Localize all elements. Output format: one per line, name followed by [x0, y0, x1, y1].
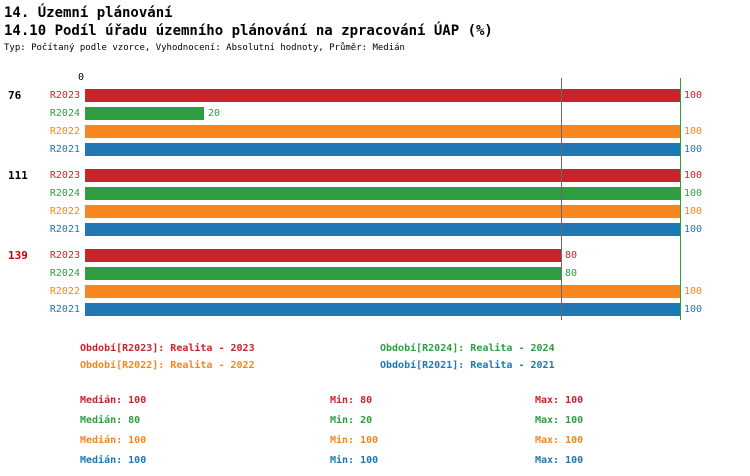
- bar-row: 139 R2023 80: [4, 246, 746, 264]
- series-label: R2022: [49, 285, 80, 297]
- bar-value-label: 100: [684, 143, 703, 155]
- bar-value-label: 20: [208, 107, 221, 119]
- series-label: R2021: [49, 303, 80, 315]
- stat-median: Medián: 80: [80, 414, 141, 426]
- stat-max: Max: 100: [535, 454, 584, 466]
- stat-median: Medián: 100: [80, 394, 147, 406]
- stat-min: Min: 100: [330, 454, 379, 466]
- bar-row: R2024 20: [4, 104, 746, 122]
- stat-max: Max: 100: [535, 434, 584, 446]
- bar-row: R2022 100: [4, 202, 746, 220]
- group-label: 139: [8, 248, 28, 262]
- stat-median: Medián: 100: [80, 434, 147, 446]
- bar: [85, 142, 680, 156]
- stat-max: Max: 100: [535, 394, 584, 406]
- series-label: R2022: [49, 205, 80, 217]
- series-label: R2023: [49, 169, 80, 181]
- bar-value-label: 100: [684, 89, 703, 101]
- bar-value-label: 80: [565, 267, 578, 279]
- legend-row: Období[R2022]: Realita - 2022 Období[R20…: [80, 357, 746, 374]
- bar-track: 100: [85, 124, 702, 138]
- bar-track: 80: [85, 266, 680, 280]
- bar-row: R2022 100: [4, 282, 746, 300]
- bar: [85, 284, 680, 298]
- bar-row: 76 R2023 100: [4, 86, 746, 104]
- chart-subtitle: 14.10 Podíl úřadu územního plánování na …: [4, 23, 493, 39]
- legend-item-r2021: Období[R2021]: Realita - 2021: [380, 360, 555, 371]
- bar-track: 100: [85, 88, 702, 102]
- stats-row-r2021: Medián: 100 Min: 100 Max: 100: [80, 450, 746, 470]
- stat-max: Max: 100: [535, 414, 584, 426]
- bar-track: 100: [85, 222, 702, 236]
- stats-row-r2022: Medián: 100 Min: 100 Max: 100: [80, 430, 746, 450]
- bar-track: 20: [85, 106, 680, 120]
- bar-value-label: 100: [684, 125, 703, 137]
- gridline: [680, 78, 681, 320]
- legend-item-r2024: Období[R2024]: Realita - 2024: [380, 343, 555, 354]
- gridline: [561, 78, 562, 320]
- bar-value-label: 100: [684, 223, 703, 235]
- stat-min: Min: 80: [330, 394, 373, 406]
- bar-value-label: 100: [684, 303, 703, 315]
- bar-row: R2024 80: [4, 264, 746, 282]
- bar-chart: 0 76 R2023 100 R2024 20 R2022 100 R2021 100 111 R2…: [4, 71, 746, 320]
- bar-track: 100: [85, 168, 702, 182]
- stats-row-r2024: Medián: 80 Min: 20 Max: 100: [80, 410, 746, 430]
- bar-value-label: 100: [684, 285, 703, 297]
- bar-track: 100: [85, 284, 702, 298]
- axis-origin-label: 0: [78, 72, 85, 83]
- series-label: R2022: [49, 125, 80, 137]
- bar-value-label: 100: [684, 169, 703, 181]
- series-label: R2023: [49, 249, 80, 261]
- bar-row: R2021 100: [4, 300, 746, 318]
- bar-row: R2024 100: [4, 184, 746, 202]
- bar-track: 80: [85, 248, 680, 262]
- bar-row: R2021 100: [4, 140, 746, 158]
- stats-table: Medián: 100 Min: 80 Max: 100 Medián: 80 …: [4, 390, 746, 470]
- legend-item-r2023: Období[R2023]: Realita - 2023: [80, 343, 255, 354]
- stat-min: Min: 20: [330, 414, 373, 426]
- group-label: 111: [8, 168, 28, 182]
- series-label: R2021: [49, 143, 80, 155]
- bar: [85, 266, 561, 280]
- group-label: 76: [8, 88, 22, 102]
- series-label: R2024: [49, 187, 80, 199]
- bar: [85, 248, 561, 262]
- bar-track: 100: [85, 186, 702, 200]
- bar: [85, 302, 680, 316]
- stats-row-r2023: Medián: 100 Min: 80 Max: 100: [80, 390, 746, 410]
- bar: [85, 106, 204, 120]
- stat-min: Min: 100: [330, 434, 379, 446]
- bar-track: 100: [85, 142, 702, 156]
- bar-value-label: 100: [684, 205, 703, 217]
- bar: [85, 186, 680, 200]
- bar: [85, 88, 680, 102]
- legend-row: Období[R2023]: Realita - 2023 Období[R20…: [80, 340, 746, 357]
- bar-row: R2022 100: [4, 122, 746, 140]
- page-title: 14. Územní plánování: [4, 5, 173, 21]
- series-label: R2024: [49, 267, 80, 279]
- stat-median: Medián: 100: [80, 454, 147, 466]
- bar-value-label: 100: [684, 187, 703, 199]
- chart-meta: Typ: Počítaný podle vzorce, Vyhodnocení:…: [4, 43, 405, 53]
- bar: [85, 204, 680, 218]
- legend: Období[R2023]: Realita - 2023 Období[R20…: [4, 340, 746, 374]
- series-label: R2024: [49, 107, 80, 119]
- bar-row: R2021 100: [4, 220, 746, 238]
- bar: [85, 222, 680, 236]
- legend-item-r2022: Období[R2022]: Realita - 2022: [80, 360, 255, 371]
- bar-row: 111 R2023 100: [4, 166, 746, 184]
- series-label: R2023: [49, 89, 80, 101]
- series-label: R2021: [49, 223, 80, 235]
- bar-track: 100: [85, 302, 702, 316]
- bar-track: 100: [85, 204, 702, 218]
- plot-area: 76 R2023 100 R2024 20 R2022 100 R2021 100 111 R202…: [4, 78, 746, 320]
- bar-value-label: 80: [565, 249, 578, 261]
- bar: [85, 168, 680, 182]
- bar: [85, 124, 680, 138]
